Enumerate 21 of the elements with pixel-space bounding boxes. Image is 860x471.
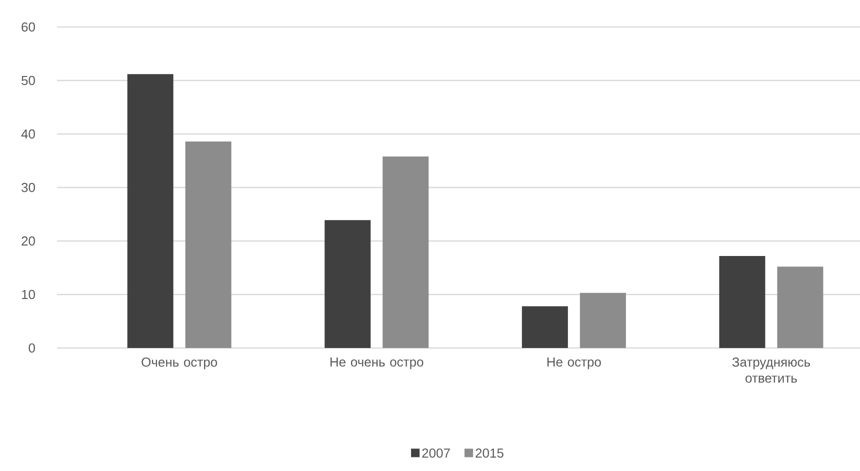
x-tick-label: Не остро [547,358,601,370]
legend-label: 2015 [476,448,504,458]
bar [382,156,429,348]
bar [580,292,626,348]
x-tick-label: Затрудняюсь ответить [732,358,810,383]
x-tick-label: Очень остро [142,358,218,370]
bar [719,256,766,348]
bar [127,74,174,348]
y-tick-label: 30 [22,182,35,192]
y-tick-label: 0 [28,343,35,353]
y-tick-label: 50 [22,76,35,86]
y-tick-label: 40 [21,129,35,139]
bar [324,220,371,348]
legend-label: 2007 [422,448,450,458]
bar [777,266,824,348]
y-tick-label: 60 [22,22,35,32]
y-tick-label: 20 [22,236,35,246]
x-tick-label: Не очень остро [330,358,424,370]
bar [185,141,232,348]
y-tick-label: 10 [22,290,35,300]
bar [522,306,568,348]
